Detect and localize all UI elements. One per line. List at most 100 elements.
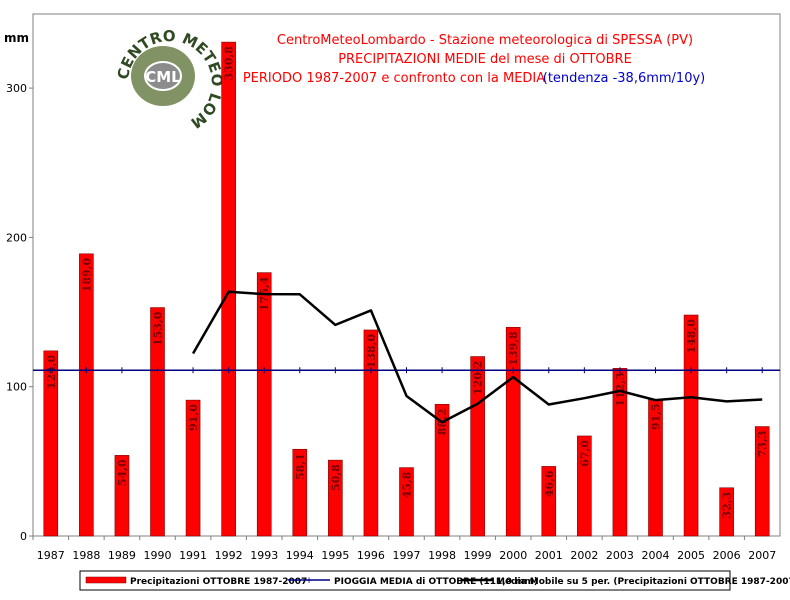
mean-marker (723, 367, 730, 374)
bar (328, 459, 343, 537)
moving-average-line (191, 290, 763, 424)
x-tick-label: 1997 (393, 549, 421, 562)
bar-value-label: 45,8 (401, 471, 414, 498)
bar (577, 435, 592, 537)
bar-value-label: 330,8 (223, 46, 236, 81)
y-axis-label: mm (4, 31, 29, 45)
bar (221, 41, 236, 537)
y-tick-label: 300 (6, 82, 27, 95)
x-tick-label: 1992 (215, 549, 243, 562)
bar (43, 350, 59, 537)
y-tick-label: 200 (6, 231, 27, 244)
mean-marker (652, 367, 659, 374)
bar-value-label: 120,2 (472, 361, 485, 395)
bar (79, 253, 94, 537)
bar (256, 272, 272, 537)
mean-marker (83, 367, 90, 374)
x-tick-label: 2005 (677, 549, 705, 562)
bar-value-label: 138,0 (365, 334, 378, 369)
bar (363, 329, 379, 537)
bar-value-label: 112,3 (614, 372, 627, 406)
mean-marker (581, 367, 588, 374)
x-tick-label: 2006 (713, 549, 741, 562)
mean-marker (688, 367, 695, 374)
logo-badge-text: CML (145, 68, 181, 86)
bar-value-label: 91,0 (187, 404, 200, 431)
y-tick-label: 100 (6, 381, 27, 394)
mean-marker (118, 367, 125, 374)
mean-marker (759, 367, 766, 374)
bar-value-label: 91,5 (650, 403, 663, 430)
legend-label-moving-avg: Media Mobile su 5 per. (Precipitazioni O… (496, 577, 790, 587)
bar-value-label: 67,0 (578, 440, 591, 467)
mean-marker (439, 367, 446, 374)
x-axis: 1987 1988 1989 1990 1991 1992 1993 1994 1995 1996… (32, 536, 776, 562)
bar-value-label: 189,0 (80, 257, 93, 292)
x-tick-label: 2003 (606, 549, 634, 562)
x-tick-label: 2004 (642, 549, 670, 562)
bar (754, 426, 770, 537)
bars-group: 124,0189,054,0153,091,0330,8176,458,150,… (43, 41, 770, 537)
mean-marker (332, 367, 339, 374)
x-tick-label: 1999 (464, 549, 492, 562)
chart-title-line-1: CentroMeteoLombardo - Stazione meteorolo… (277, 33, 693, 48)
mean-marker (154, 367, 161, 374)
x-tick-label: 2000 (499, 549, 527, 562)
bar-value-label: 46,6 (543, 470, 556, 497)
mean-marker (296, 367, 303, 374)
x-tick-label: 1994 (286, 549, 314, 562)
mean-marker (403, 367, 410, 374)
legend-marker-mean: + (305, 576, 313, 586)
legend-box (79, 570, 731, 591)
legend-label-mean: PIOGGIA MEDIA di OTTOBRE (111,0 mm) (334, 577, 538, 587)
mean-marker (545, 367, 552, 374)
bar (150, 307, 165, 537)
bar-value-label: 153,0 (152, 311, 165, 346)
bar (185, 399, 201, 537)
x-tick-label: 1996 (357, 549, 385, 562)
bar (434, 404, 450, 537)
mean-marker (261, 367, 268, 374)
mean-marker (510, 367, 517, 374)
bar-value-label: 50,8 (329, 464, 342, 491)
bar-value-label: 32,3 (721, 492, 734, 519)
bar-value-label: 73,3 (756, 431, 769, 458)
mean-marker (47, 367, 54, 374)
x-tick-label: 1987 (37, 549, 65, 562)
chart-title-line-3: PERIODO 1987-2007 e confronto con la MED… (243, 71, 545, 86)
x-tick-label: 1990 (144, 549, 172, 562)
x-tick-label: 2001 (535, 549, 563, 562)
bar (541, 466, 557, 537)
bar-value-label: 54,0 (116, 459, 129, 486)
bar-value-label: 148,0 (685, 319, 698, 354)
mean-marker (616, 367, 623, 374)
x-tick-label: 1988 (72, 549, 100, 562)
logo-badge (144, 61, 182, 91)
legend: Precipitazioni OTTOBRE 1987-2007 + PIOGG… (79, 570, 790, 591)
mean-marker (190, 367, 197, 374)
x-tick-label: 2007 (748, 549, 776, 562)
bar (292, 448, 308, 537)
x-tick-label: 1998 (428, 549, 456, 562)
y-axis: 0 100 200 300 (6, 82, 33, 543)
lines-group (33, 290, 780, 424)
x-tick-label: 2002 (570, 549, 598, 562)
mean-marker (367, 367, 374, 374)
y-tick-label: 0 (20, 530, 27, 543)
legend-swatch-bars (85, 576, 127, 584)
mean-marker (474, 367, 481, 374)
chart-title-line-2: PRECIPITAZIONI MEDIE del mese di OTTOBRE (338, 52, 632, 67)
bar (399, 467, 414, 537)
bar-value-label: 139,8 (507, 331, 520, 366)
cml-logo: CML CENTRO METEO LOMBARDO (0, 0, 226, 132)
x-tick-label: 1989 (108, 549, 136, 562)
legend-label-bars: Precipitazioni OTTOBRE 1987-2007 (130, 577, 307, 587)
bar (719, 487, 734, 537)
bar-value-label: 58,1 (294, 453, 307, 480)
bar (114, 455, 130, 537)
x-tick-label: 1993 (250, 549, 278, 562)
x-tick-label: 1995 (321, 549, 349, 562)
mean-marker (225, 367, 232, 374)
